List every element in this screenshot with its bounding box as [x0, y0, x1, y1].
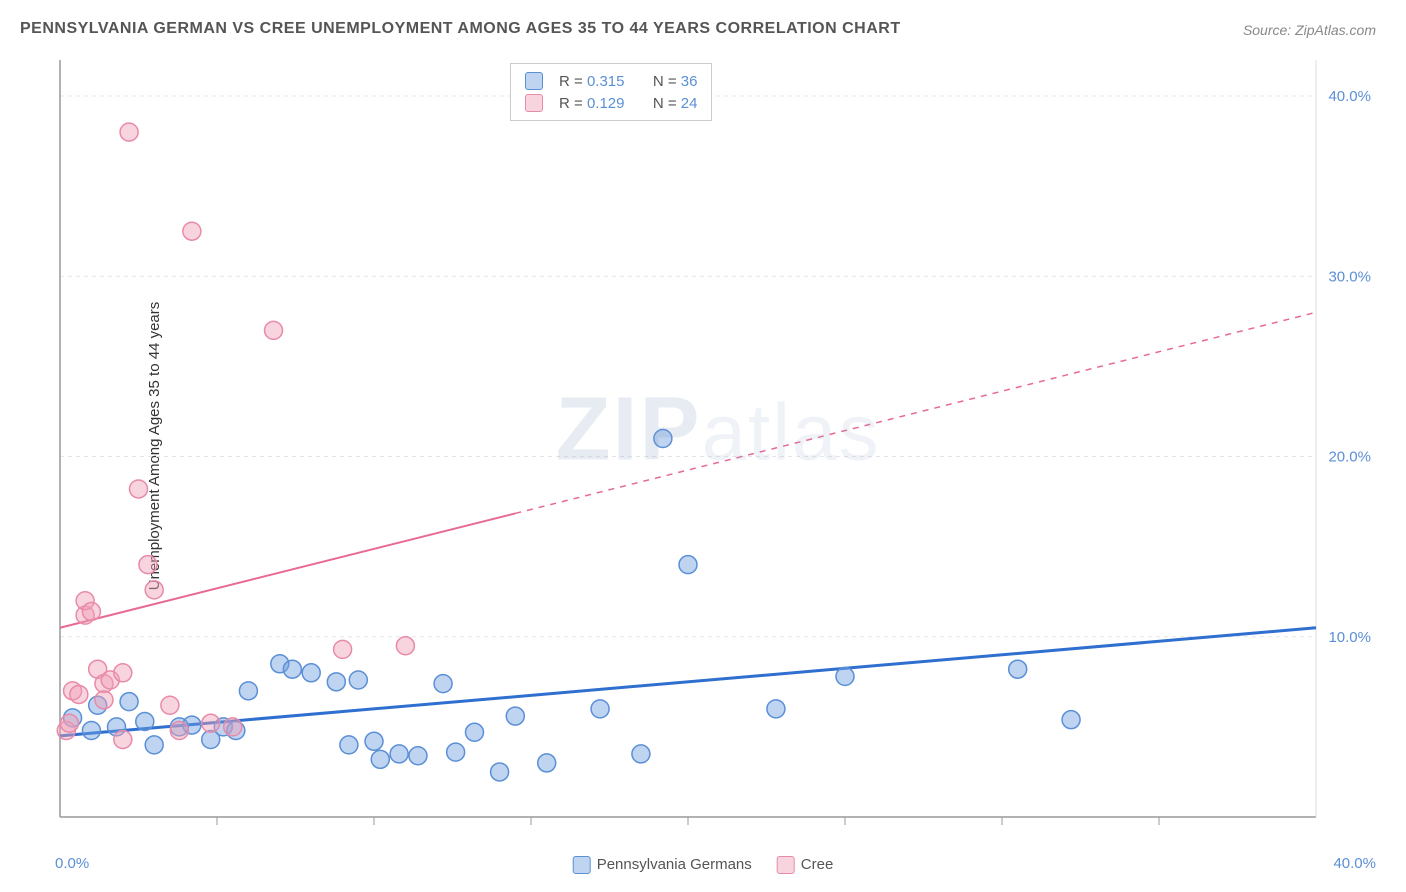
chart-title: PENNSYLVANIA GERMAN VS CREE UNEMPLOYMENT…: [20, 20, 901, 38]
legend-swatch: [525, 94, 543, 112]
legend-item: Pennsylvania Germans: [573, 856, 752, 874]
stat-n-label: N = 36: [653, 73, 698, 90]
legend-item: Cree: [777, 856, 834, 874]
stat-n-label: N = 24: [653, 95, 698, 112]
svg-text:40.0%: 40.0%: [1328, 88, 1371, 105]
stat-r-label: R = 0.315: [559, 73, 624, 90]
svg-text:20.0%: 20.0%: [1328, 449, 1371, 466]
legend-label: Cree: [801, 856, 834, 873]
scatter-plot: 10.0% 20.0% 30.0% 40.0%: [55, 55, 1381, 837]
x-axis-min-label: 0.0%: [55, 855, 89, 872]
svg-text:30.0%: 30.0%: [1328, 268, 1371, 285]
stats-row: R = 0.129 N = 24: [525, 92, 697, 114]
source-attribution: Source: ZipAtlas.com: [1243, 22, 1376, 38]
chart-area: 10.0%20.0%30.0%40.0% ZIPatlas R = 0.315 …: [55, 55, 1381, 837]
stat-r-label: R = 0.129: [559, 95, 624, 112]
legend-swatch: [777, 856, 795, 874]
stats-row: R = 0.315 N = 36: [525, 70, 697, 92]
stats-legend-box: R = 0.315 N = 36R = 0.129 N = 24: [510, 63, 712, 121]
legend-label: Pennsylvania Germans: [597, 856, 752, 873]
series-legend: Pennsylvania Germans Cree: [573, 856, 834, 874]
x-axis-max-label: 40.0%: [1333, 855, 1376, 872]
svg-text:10.0%: 10.0%: [1328, 629, 1371, 646]
legend-swatch: [525, 72, 543, 90]
legend-swatch: [573, 856, 591, 874]
